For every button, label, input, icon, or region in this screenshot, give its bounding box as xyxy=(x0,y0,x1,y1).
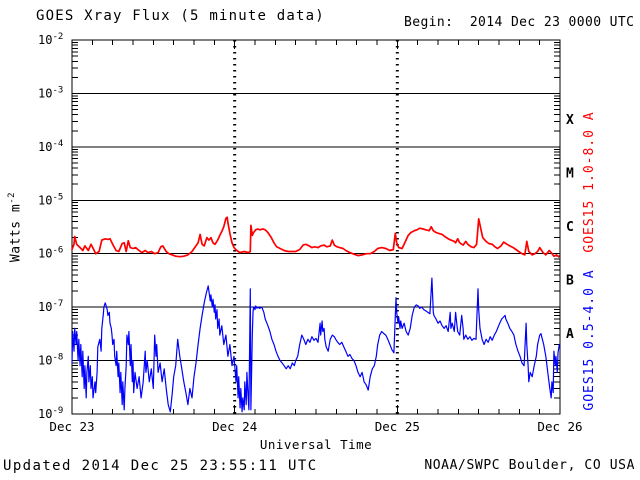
y-tick-label: 10-3 xyxy=(38,85,63,100)
updated-timestamp: Updated 2014 Dec 25 23:55:11 UTC xyxy=(3,458,318,474)
page-title: GOES Xray Flux (5 minute data) xyxy=(36,8,325,24)
y-tick-label: 10-2 xyxy=(38,32,63,47)
y-tick-label: 10-9 xyxy=(38,406,63,421)
y-tick-label: 10-8 xyxy=(38,353,63,368)
blue-series-label: GOES15 0.5-4.0 A xyxy=(582,269,597,410)
x-tick-label: Dec 23 xyxy=(49,419,94,434)
red-series-label: GOES15 1.0-8.0 A xyxy=(582,111,597,252)
y-tick-label: 10-5 xyxy=(38,192,63,207)
class-letter-x: X xyxy=(566,113,574,128)
x-axis-title: Universal Time xyxy=(259,437,373,452)
plot-frame xyxy=(71,39,561,415)
y-axis-title-base: Watts m xyxy=(8,203,24,263)
y-axis-title: Watts m-2 xyxy=(7,177,23,277)
red-series-line xyxy=(71,216,560,258)
attribution: NOAA/SWPC Boulder, CO USA xyxy=(424,458,635,473)
x-tick-label: Dec 25 xyxy=(375,419,420,434)
begin-timestamp: Begin: 2014 Dec 23 0000 UTC xyxy=(404,15,635,30)
blue-series-line xyxy=(71,277,560,413)
class-letter-c: C xyxy=(566,220,574,235)
y-tick-label: 10-6 xyxy=(38,246,63,261)
class-letter-b: B xyxy=(566,273,574,288)
class-letter-a: A xyxy=(566,327,574,342)
x-tick-label: Dec 24 xyxy=(212,419,257,434)
class-letter-m: M xyxy=(566,167,574,182)
x-tick-label: Dec 26 xyxy=(537,419,582,434)
y-axis-title-exponent: -2 xyxy=(7,191,17,204)
y-tick-label: 10-7 xyxy=(38,299,63,314)
y-tick-label: 10-4 xyxy=(38,139,63,154)
